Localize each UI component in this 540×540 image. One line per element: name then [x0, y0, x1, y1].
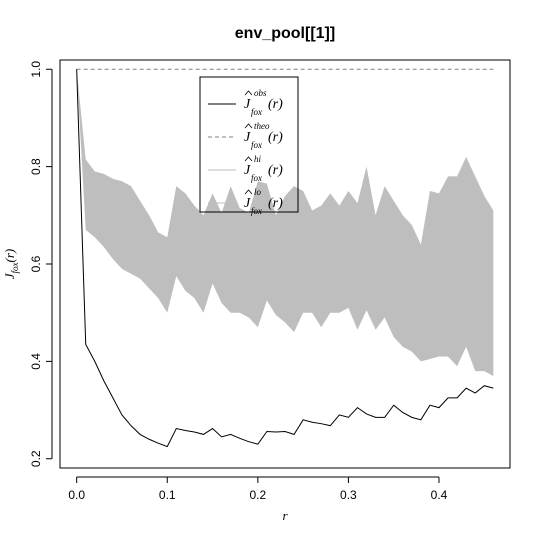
series-obs-line [76, 69, 494, 448]
legend-label-sup: obs [254, 88, 267, 98]
plot-area [76, 68, 494, 448]
y-axis-label: Jfox(r) [2, 249, 20, 280]
legend-label-sup: hi [254, 154, 262, 164]
legend-label-sub: fox [251, 140, 262, 150]
y-axis-label-arg: (r) [2, 249, 17, 263]
x-axis-label: r [282, 508, 288, 523]
legend-hat-icon [244, 189, 253, 195]
legend-label-arg: (r) [268, 97, 283, 112]
x-tick-label: 0.1 [159, 488, 176, 502]
y-tick-label: 0.2 [29, 450, 43, 467]
legend-label-sub: fox [251, 206, 262, 216]
legend-label-arg: (r) [268, 130, 283, 145]
legend-hat-icon [244, 156, 253, 162]
y-tick-label: 0.4 [29, 353, 43, 370]
legend-box [199, 76, 299, 213]
envelope-band [76, 69, 494, 376]
y-axis-label-main: J [2, 272, 17, 279]
legend-hat-icon [244, 123, 253, 129]
y-tick-label: 1.0 [29, 61, 43, 78]
legend-label-main: J [244, 97, 251, 112]
legend-label-main: J [244, 163, 251, 178]
legend-item-hi: Jhi fox (r) [244, 154, 283, 183]
legend-label-sup: theo [254, 121, 270, 131]
legend-label-arg: (r) [268, 163, 283, 178]
x-axis: 0.0 0.1 0.2 0.3 0.4 [68, 476, 448, 502]
x-tick-label: 0.4 [431, 488, 448, 502]
y-tick-label: 0.6 [29, 255, 43, 272]
x-tick-label: 0.3 [340, 488, 357, 502]
chart-title: env_pool[[1]] [235, 25, 335, 42]
y-axis-label-sub: fox [10, 262, 20, 273]
legend-item-lo: Jlo fox (r) [244, 187, 283, 216]
legend-hat-icon [244, 90, 253, 96]
plot-frame [59, 59, 511, 469]
y-axis: 0.2 0.4 0.6 0.8 1.0 [29, 61, 53, 467]
y-tick-label: 0.8 [29, 158, 43, 175]
legend-label-sub: fox [251, 107, 262, 117]
x-tick-label: 0.2 [249, 488, 266, 502]
legend-label-sub: fox [251, 173, 262, 183]
legend-label-main: J [244, 196, 251, 211]
legend-label-main: J [244, 130, 251, 145]
x-tick-label: 0.0 [68, 488, 85, 502]
legend-label-sup: lo [254, 187, 262, 197]
svg-text:Jfox(r): Jfox(r) [2, 249, 20, 280]
legend-label-arg: (r) [268, 196, 283, 211]
